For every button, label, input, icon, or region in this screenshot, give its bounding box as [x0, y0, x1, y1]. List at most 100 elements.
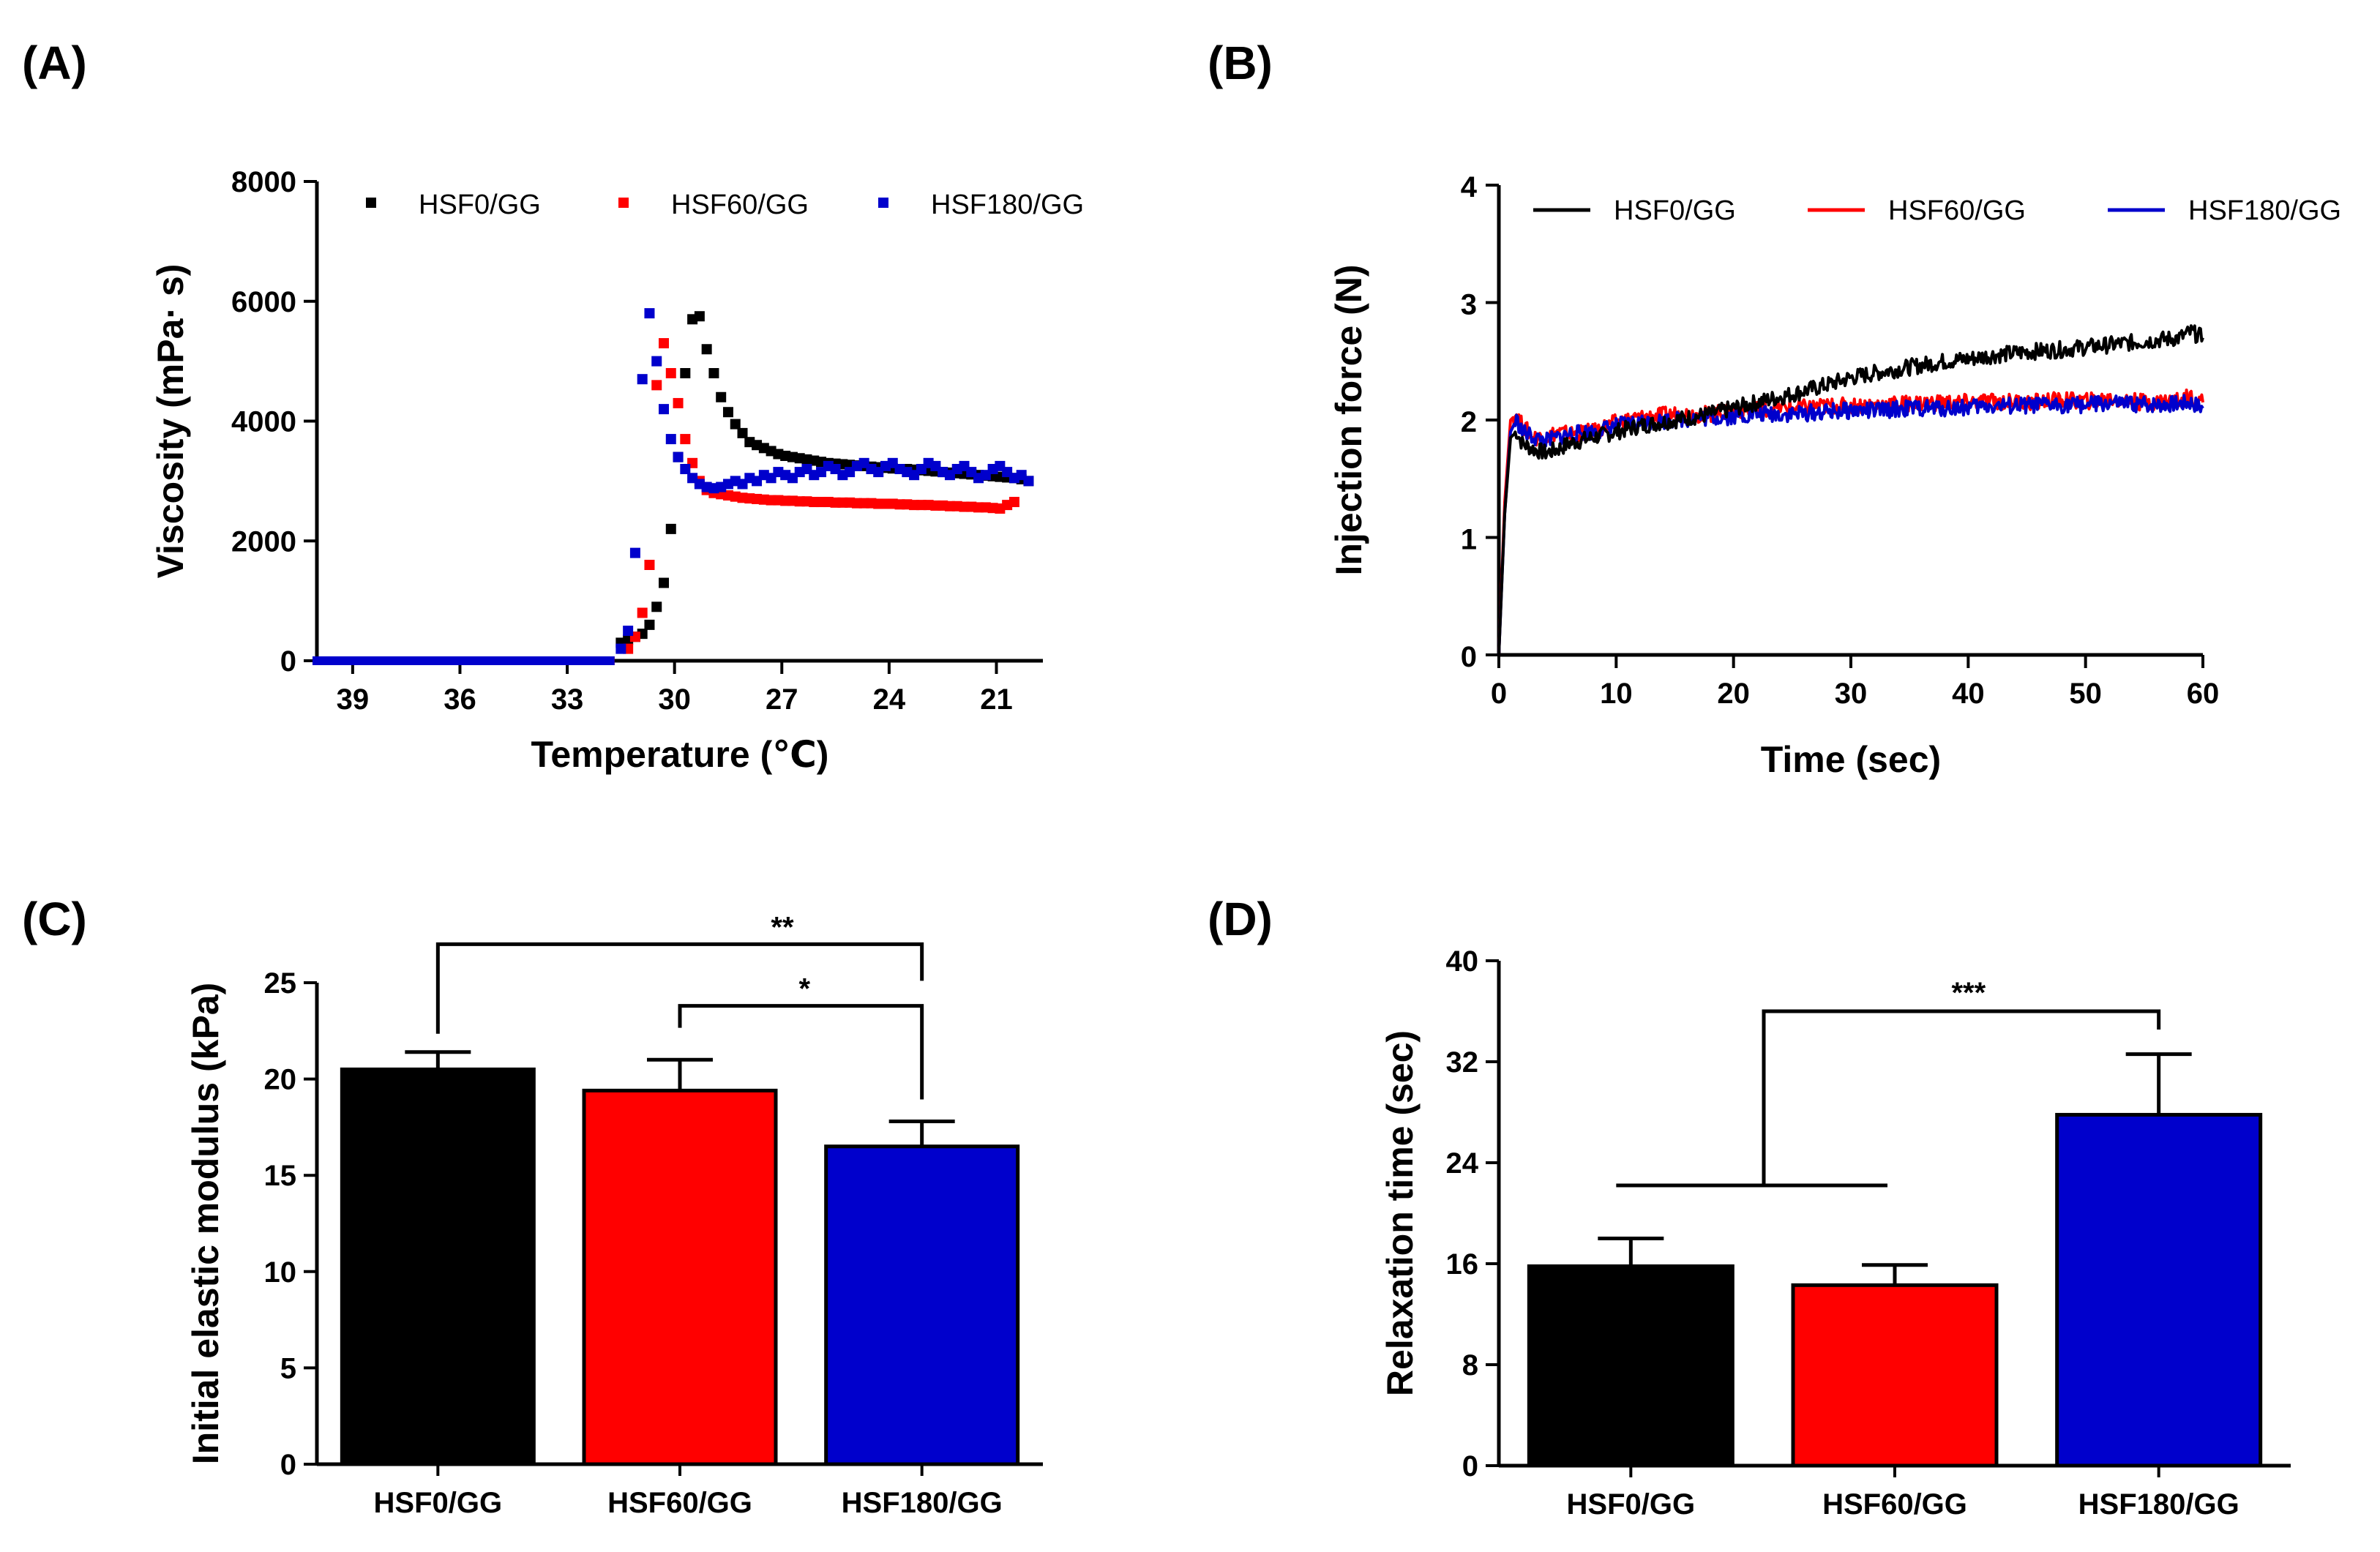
y-tick-label: 40: [1446, 945, 1479, 978]
x-tick-label: 40: [1952, 678, 1985, 710]
y-tick-label: 2: [1461, 406, 1477, 438]
data-point: [427, 656, 436, 665]
data-point: [665, 368, 676, 378]
y-tick-label: 5: [280, 1352, 296, 1384]
data-point: [659, 404, 670, 415]
data-point: [534, 656, 543, 665]
significance-bracket: [435, 942, 924, 1034]
panel-d: (D) 0 8 16 24 32 40 Relaxation time (sec) HSF0/G…: [1208, 893, 2291, 1521]
significance-label: *: [799, 973, 811, 1005]
data-point: [673, 397, 684, 408]
data-point: [548, 656, 558, 665]
x-tick-label: 0: [1491, 678, 1507, 710]
data-point: [484, 656, 493, 665]
x-tick-label: HSF60/GG: [1822, 1488, 1967, 1521]
panel-label-c: (C): [22, 893, 87, 945]
x-tick-label: 39: [337, 683, 370, 716]
y-tick-label: 15: [264, 1160, 297, 1192]
y-tick-label: 20: [264, 1064, 297, 1096]
x-tick-label: 20: [1717, 678, 1750, 710]
y-axis-title: Viscosity (mPa· s): [150, 264, 191, 579]
data-point: [412, 656, 422, 665]
x-tick-label: 30: [1835, 678, 1868, 710]
data-point: [491, 656, 501, 665]
y-tick-label: 0: [1461, 641, 1477, 673]
data-point: [598, 656, 607, 665]
data-point: [1008, 497, 1019, 508]
data-point: [651, 601, 662, 612]
y-tick-label: 3: [1461, 289, 1477, 321]
data-point: [470, 656, 479, 665]
data-point: [651, 380, 662, 391]
series-line: [1497, 394, 2204, 656]
data-point: [527, 656, 536, 665]
data-point: [362, 656, 372, 665]
data-point: [341, 656, 351, 665]
data-point: [708, 368, 719, 378]
y-tick-label: 1: [1461, 524, 1477, 556]
legend-marker: [366, 198, 376, 208]
data-point: [637, 374, 648, 385]
x-tick-label: 24: [873, 683, 906, 716]
bar: [1527, 1264, 1735, 1468]
x-tick-label: 30: [658, 683, 691, 716]
data-point: [463, 656, 472, 665]
data-point: [701, 344, 712, 355]
y-tick-label: 4000: [231, 406, 296, 438]
panel-label-a: (A): [22, 37, 87, 89]
y-tick-label: 0: [280, 645, 296, 678]
data-point: [370, 656, 379, 665]
data-point: [722, 407, 733, 418]
y-tick-label: 0: [1462, 1450, 1478, 1482]
data-point: [405, 656, 415, 665]
data-point: [434, 656, 444, 665]
data-point: [644, 560, 655, 570]
x-tick-label: 33: [551, 683, 584, 716]
x-tick-label: 10: [1600, 678, 1633, 710]
data-point: [313, 656, 321, 665]
data-point: [505, 656, 514, 665]
bar: [824, 1144, 1020, 1466]
x-tick-label: HSF60/GG: [607, 1487, 752, 1519]
data-point: [1023, 476, 1034, 487]
x-tick-label: HSF0/GG: [374, 1487, 503, 1519]
data-point: [383, 656, 393, 665]
data-point: [334, 656, 343, 665]
x-tick-label: HSF180/GG: [842, 1487, 1003, 1519]
data-point: [651, 356, 662, 367]
data-point: [355, 656, 364, 665]
data-point: [319, 656, 329, 665]
bar: [2055, 1112, 2263, 1468]
data-point: [665, 523, 676, 534]
data-point: [498, 656, 508, 665]
data-point: [348, 656, 357, 665]
series-line: [1497, 324, 2204, 656]
data-point: [555, 656, 565, 665]
significance-bracket: [678, 1004, 924, 1100]
data-point: [659, 577, 670, 588]
data-point: [680, 434, 691, 445]
data-point: [398, 656, 408, 665]
y-tick-label: 4: [1461, 171, 1478, 203]
data-point: [623, 626, 634, 637]
data-point: [577, 656, 586, 665]
data-point: [419, 656, 429, 665]
x-axis-title: Time (sec): [1761, 739, 1941, 780]
data-point: [605, 656, 615, 665]
bar: [582, 1088, 778, 1466]
data-point: [512, 656, 522, 665]
y-tick-label: 25: [264, 967, 297, 1000]
data-point: [629, 547, 640, 558]
data-point: [680, 368, 691, 378]
significance-bracket: [1762, 1009, 2161, 1186]
data-point: [455, 656, 465, 665]
data-point: [541, 656, 550, 665]
data-point: [615, 643, 626, 654]
data-point: [730, 419, 741, 430]
data-point: [637, 607, 648, 618]
legend-label: HSF60/GG: [671, 190, 809, 220]
data-point: [680, 464, 691, 474]
panel-label-d: (D): [1208, 893, 1273, 945]
legend-label: HSF0/GG: [1614, 195, 1736, 226]
x-tick-label: 21: [980, 683, 1013, 716]
